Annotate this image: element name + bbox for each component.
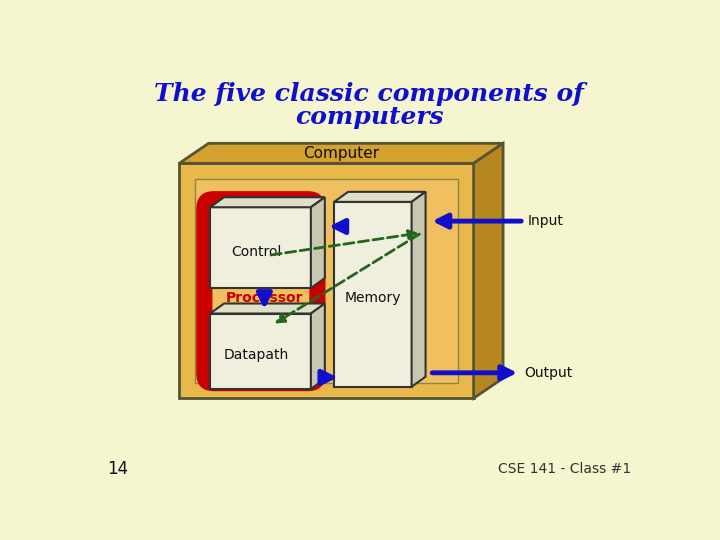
- Text: Output: Output: [524, 366, 572, 380]
- Text: 14: 14: [107, 460, 128, 478]
- Text: Memory: Memory: [345, 291, 401, 305]
- Polygon shape: [210, 303, 325, 314]
- Polygon shape: [334, 192, 426, 202]
- Polygon shape: [194, 179, 458, 383]
- Text: Input: Input: [528, 214, 564, 228]
- Text: Control: Control: [231, 245, 282, 259]
- Text: Processor: Processor: [225, 291, 303, 305]
- Polygon shape: [179, 143, 503, 164]
- Polygon shape: [412, 192, 426, 387]
- Text: CSE 141 - Class #1: CSE 141 - Class #1: [498, 462, 631, 476]
- FancyBboxPatch shape: [197, 192, 325, 390]
- Polygon shape: [210, 197, 325, 207]
- Text: Datapath: Datapath: [224, 348, 289, 362]
- Polygon shape: [334, 202, 412, 387]
- Text: Computer: Computer: [303, 146, 379, 161]
- Polygon shape: [210, 207, 311, 288]
- Polygon shape: [179, 164, 474, 398]
- Polygon shape: [210, 314, 311, 389]
- Polygon shape: [474, 143, 503, 398]
- Polygon shape: [311, 197, 325, 288]
- Polygon shape: [311, 303, 325, 389]
- Text: The five classic components of: The five classic components of: [154, 82, 584, 106]
- Text: computers: computers: [294, 105, 444, 129]
- FancyBboxPatch shape: [212, 207, 310, 375]
